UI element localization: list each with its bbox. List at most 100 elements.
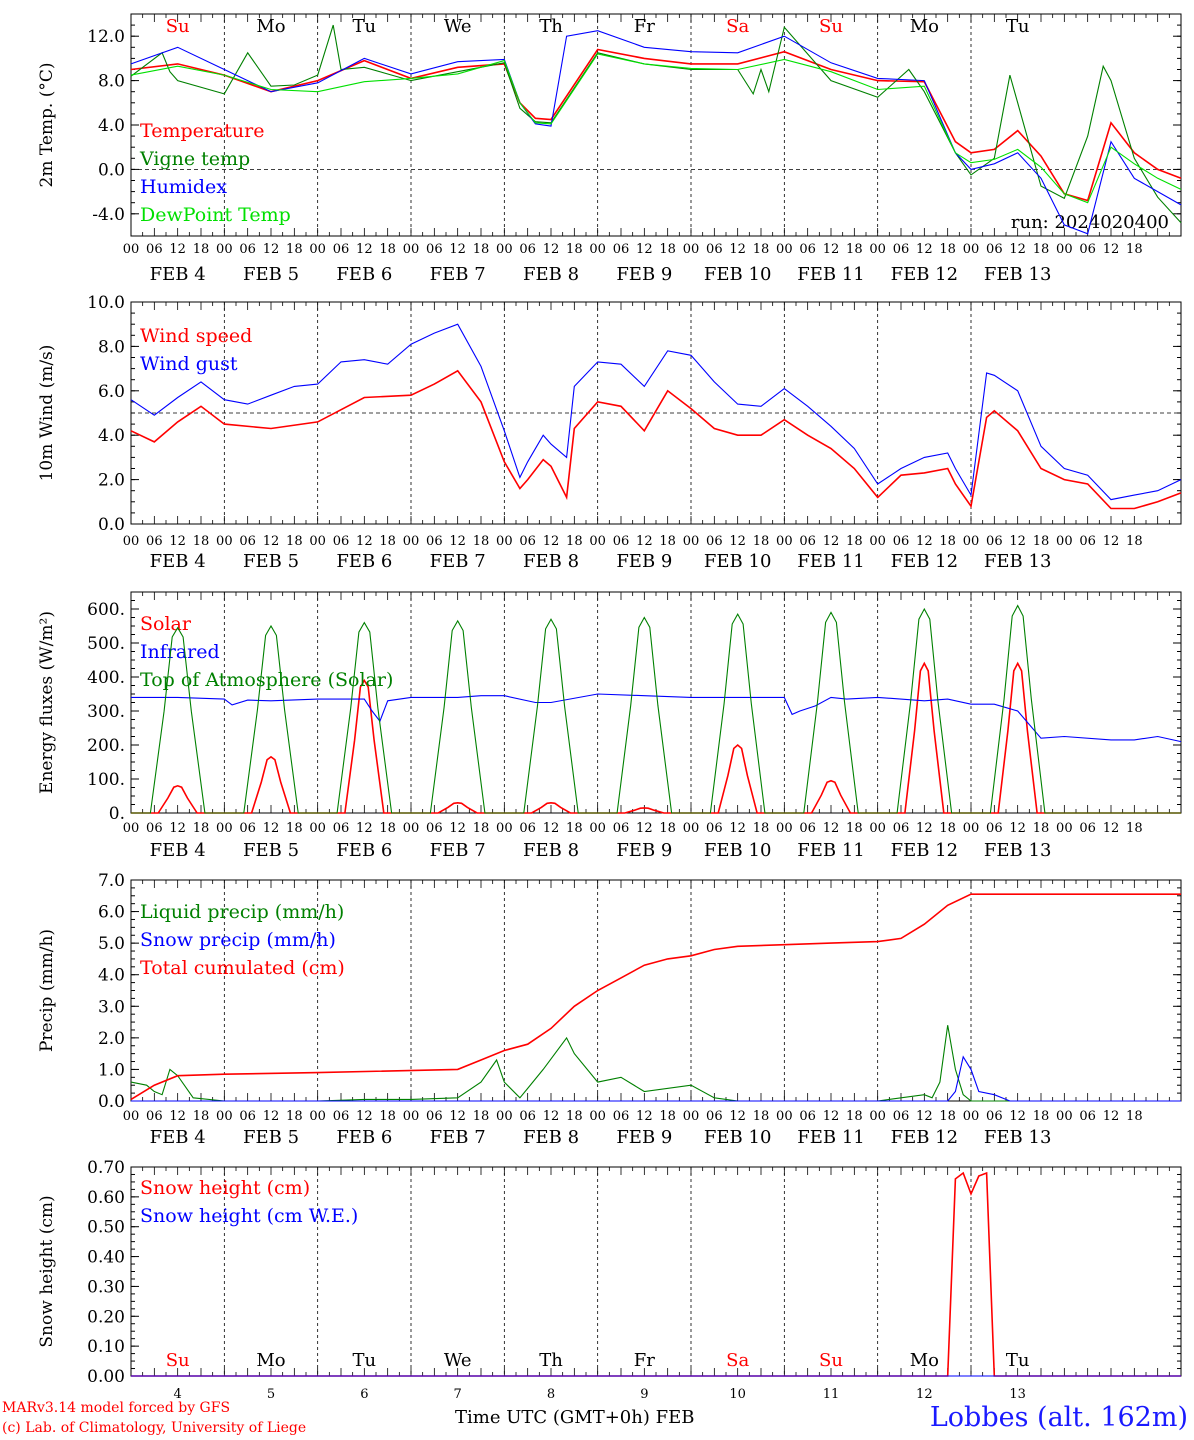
hour-tick-label: 00 [309, 1109, 326, 1124]
y-tick-label: 0.00 [87, 1367, 125, 1387]
weekday-label: Mo [256, 16, 285, 37]
series-line-1 [131, 1055, 1181, 1102]
series-line-1 [131, 693, 1182, 743]
hour-tick-label: 12 [916, 821, 933, 836]
hour-tick-label: 06 [706, 242, 723, 257]
hour-tick-label: 06 [426, 242, 443, 257]
hour-tick-label: 18 [939, 242, 956, 257]
hour-tick-label: 18 [286, 534, 303, 549]
hour-tick-label: 12 [1103, 534, 1120, 549]
hour-tick-label: 12 [729, 1109, 746, 1124]
hour-tick-label: 18 [193, 1109, 210, 1124]
day-label: FEB 8 [523, 264, 579, 285]
y-tick-label: 200. [87, 736, 125, 756]
hour-tick-label: 18 [753, 821, 770, 836]
y-tick-label: 5.0 [98, 934, 125, 954]
hour-tick-label: 00 [869, 534, 886, 549]
hour-tick-label: 06 [146, 1109, 163, 1124]
hour-tick-label: 12 [1009, 1109, 1026, 1124]
hour-tick-label: 18 [286, 1109, 303, 1124]
hour-tick-label: 12 [1103, 821, 1120, 836]
hour-tick-label: 18 [659, 1109, 676, 1124]
hour-tick-label: 18 [846, 242, 863, 257]
hour-tick-label: 06 [239, 1109, 256, 1124]
y-tick-label: -4.0 [92, 205, 125, 225]
hour-tick-label: 18 [846, 1109, 863, 1124]
hour-tick-label: 06 [239, 534, 256, 549]
hour-tick-label: 06 [799, 1109, 816, 1124]
hour-tick-label: 06 [333, 821, 350, 836]
hour-tick-label: 00 [589, 242, 606, 257]
hour-tick-label: 18 [939, 1109, 956, 1124]
day-label: FEB 13 [984, 264, 1051, 285]
hour-tick-label: 00 [123, 1109, 140, 1124]
hour-tick-label: 18 [566, 534, 583, 549]
hour-tick-label: 00 [776, 1109, 793, 1124]
legend-entry: Snow precip (mm/h) [140, 929, 336, 951]
hour-tick-label: 12 [729, 534, 746, 549]
hour-tick-label: 12 [823, 242, 840, 257]
hour-tick-label: 00 [1056, 821, 1073, 836]
hour-tick-label: 06 [1079, 534, 1096, 549]
hour-tick-label: 06 [1079, 821, 1096, 836]
weekday-label: Su [819, 16, 843, 37]
hour-tick-label: 00 [216, 1109, 233, 1124]
hour-tick-label: 18 [753, 242, 770, 257]
y-tick-label: 0.10 [87, 1337, 125, 1357]
hour-tick-label: 12 [823, 534, 840, 549]
day-label: FEB 4 [150, 1127, 206, 1148]
hour-tick-label: 18 [286, 242, 303, 257]
run-annotation: run: 2024020400 [1011, 212, 1169, 233]
hour-tick-label: 06 [706, 1109, 723, 1124]
hour-tick-label: 06 [893, 534, 910, 549]
weekday-label: Sa [726, 16, 749, 37]
hour-tick-label: 18 [659, 534, 676, 549]
hour-tick-label: 18 [379, 1109, 396, 1124]
hour-tick-label: 00 [589, 821, 606, 836]
hour-tick-label: 18 [1126, 1109, 1143, 1124]
hour-tick-label: 18 [473, 242, 490, 257]
hour-tick-label: 00 [403, 821, 420, 836]
hour-tick-label: 00 [1056, 242, 1073, 257]
hour-tick-label: 18 [379, 821, 396, 836]
hour-tick-label: 00 [216, 242, 233, 257]
hour-tick-label: 06 [426, 821, 443, 836]
legend-entry: Solar [140, 613, 192, 635]
y-tick-label: 1.0 [98, 1060, 125, 1080]
series-line-2 [130, 30, 1182, 235]
series-line-0 [130, 369, 1182, 510]
hour-tick-label: 06 [613, 534, 630, 549]
hour-tick-label: 12 [449, 1109, 466, 1124]
hour-tick-label: 12 [543, 1109, 560, 1124]
day-number-label: 10 [729, 1387, 746, 1402]
day-label: FEB 10 [704, 551, 771, 572]
hour-tick-label: 00 [123, 242, 140, 257]
day-label: FEB 7 [430, 551, 486, 572]
hour-tick-label: 06 [986, 242, 1003, 257]
hour-tick-label: 12 [449, 242, 466, 257]
weekday-label: Fr [634, 1350, 655, 1371]
y-tick-label: 6.0 [98, 382, 125, 402]
hour-tick-label: 12 [636, 242, 653, 257]
day-label: FEB 13 [984, 840, 1051, 861]
y-axis-title: 2m Temp. (°C) [37, 62, 57, 187]
time-axis-label: Time UTC (GMT+0h) FEB [455, 1407, 695, 1428]
hour-tick-label: 00 [963, 534, 980, 549]
day-number-label: 7 [454, 1387, 462, 1402]
hour-tick-label: 12 [263, 1109, 280, 1124]
hour-tick-label: 12 [543, 534, 560, 549]
hour-tick-label: 18 [1033, 242, 1050, 257]
day-label: FEB 5 [243, 1127, 299, 1148]
hour-tick-label: 18 [846, 821, 863, 836]
hour-tick-label: 18 [1126, 534, 1143, 549]
hour-tick-label: 06 [799, 821, 816, 836]
day-label: FEB 7 [430, 1127, 486, 1148]
hour-tick-label: 06 [333, 1109, 350, 1124]
legend-entry: Wind gust [140, 353, 238, 375]
y-tick-label: 100. [87, 770, 125, 790]
y-tick-label: 0.40 [87, 1248, 125, 1268]
day-label: FEB 7 [430, 840, 486, 861]
weekday-label: Tu [353, 1350, 377, 1371]
hour-tick-label: 00 [1056, 1109, 1073, 1124]
y-tick-label: 2.0 [98, 1029, 125, 1049]
